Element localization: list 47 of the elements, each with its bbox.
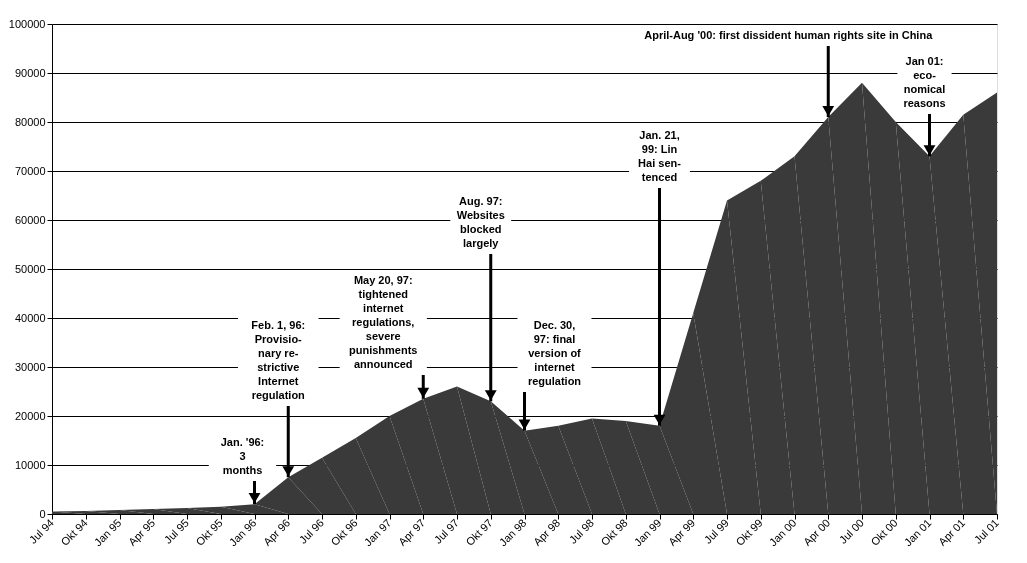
x-tick-label: Apr 95 bbox=[125, 516, 158, 548]
annotation: Dec. 30, 97: final version of internet regulation bbox=[527, 319, 582, 387]
x-tick-label: Jan 01 bbox=[901, 516, 934, 549]
annotation: Jan 01: eco- nomical reasons bbox=[903, 55, 946, 109]
x-tick-label: Apr 96 bbox=[260, 516, 293, 548]
x-tick-label: Okt 99 bbox=[733, 516, 765, 548]
x-tick-label: Apr 99 bbox=[665, 516, 698, 548]
x-tick-label: Apr 98 bbox=[530, 516, 563, 548]
x-tick-label: Okt 96 bbox=[328, 516, 360, 548]
x-tick-label: Apr 01 bbox=[935, 516, 968, 548]
x-tick-label: Okt 97 bbox=[463, 516, 495, 548]
x-tick-label: Jan 00 bbox=[766, 516, 799, 549]
annotation: Jan. 21, 99: Lin Hai sen- tenced bbox=[638, 129, 682, 183]
annotation: Feb. 1, 96: Provisio- nary re- strictive Internet regulation bbox=[251, 319, 306, 401]
y-tick-label: 50000 bbox=[14, 262, 46, 275]
annotation: April-Aug '00: first dissident human rights site in China bbox=[644, 29, 934, 41]
x-tick-label: Okt 94 bbox=[58, 516, 90, 548]
x-tick-label: Jul 99 bbox=[701, 516, 732, 546]
x-tick-label: Okt 98 bbox=[598, 516, 630, 548]
y-tick-label: 80000 bbox=[14, 115, 46, 128]
x-tick-label: Jan 97 bbox=[361, 516, 394, 549]
x-tick-label: Jul 01 bbox=[971, 516, 1002, 546]
x-tick-label: Jul 97 bbox=[431, 516, 462, 546]
y-tick-label: 60000 bbox=[14, 213, 46, 226]
x-tick-label: Jul 95 bbox=[161, 516, 192, 546]
x-tick-label: Jan 98 bbox=[496, 516, 529, 549]
x-tick-label: Jul 96 bbox=[296, 516, 327, 546]
x-tick-label: Jan 96 bbox=[226, 516, 259, 549]
x-tick-label: Okt 95 bbox=[193, 516, 225, 548]
annotation: Jan. '96: 3 months bbox=[220, 436, 265, 476]
annotation: May 20, 97: tightened internet regulations, severe punishments announced bbox=[349, 274, 418, 370]
x-tick-label: Jul 98 bbox=[566, 516, 597, 546]
y-tick-label: 20000 bbox=[14, 409, 46, 422]
y-tick-label: 30000 bbox=[14, 360, 46, 373]
x-tick-label: Okt 00 bbox=[868, 516, 900, 548]
y-tick-label: 100000 bbox=[8, 17, 46, 30]
y-tick-label: 90000 bbox=[14, 66, 46, 79]
x-tick-label: Apr 97 bbox=[395, 516, 428, 548]
x-tick-label: Jan 95 bbox=[91, 516, 124, 549]
y-tick-label: 40000 bbox=[14, 311, 46, 324]
y-tick-label: 10000 bbox=[14, 458, 46, 471]
annotation: Aug. 97: Websites blocked largely bbox=[456, 195, 505, 249]
x-tick-label: Apr 00 bbox=[800, 516, 833, 548]
y-tick-label: 0 bbox=[39, 507, 46, 520]
y-tick-label: 70000 bbox=[14, 164, 46, 177]
x-tick-label: Jan 99 bbox=[631, 516, 664, 549]
x-tick-label: Jul 00 bbox=[836, 516, 867, 546]
